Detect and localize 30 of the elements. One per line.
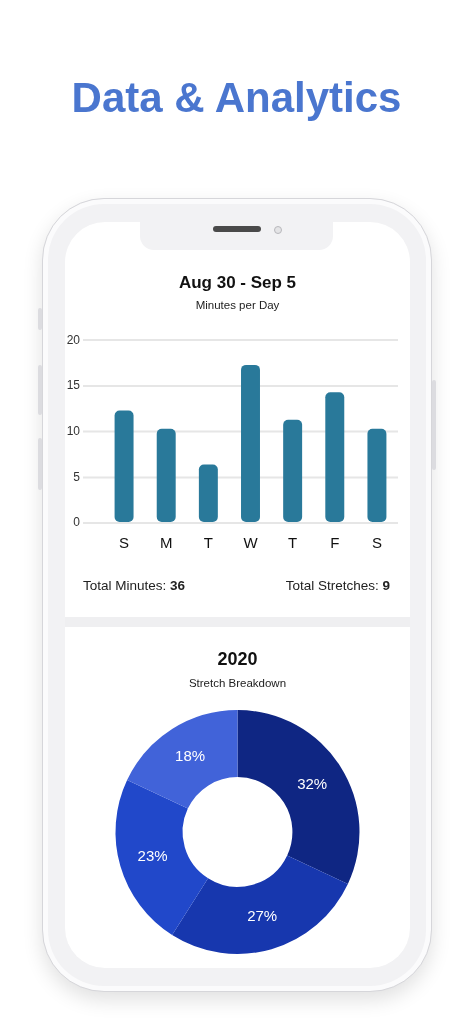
data-label: 27%: [247, 907, 278, 925]
bar: [241, 364, 260, 522]
x-tick-label: S: [371, 534, 382, 552]
data-label: 32%: [297, 774, 328, 792]
y-tick-label: 20: [66, 332, 81, 347]
x-tick-label: T: [288, 534, 298, 552]
x-tick-label: F: [330, 534, 340, 552]
x-tick-label: M: [159, 534, 173, 552]
bar: [325, 392, 345, 522]
chart-subtitle: Minutes per Day: [194, 298, 281, 313]
y-tick-label: 15: [66, 378, 81, 393]
text: Data & Analytics: [70, 73, 403, 123]
chart-subtitle: Stretch Breakdown: [187, 676, 288, 691]
y-tick-label: 0: [73, 515, 81, 530]
y-tick-label: 10: [66, 423, 81, 438]
chart-title: Aug 30 - Sep 5: [177, 272, 298, 294]
x-tick-label: T: [203, 534, 213, 552]
x-tick-label: W: [243, 534, 259, 552]
bar: [283, 419, 303, 522]
chart-title: 2020: [216, 648, 259, 670]
bar: [198, 464, 218, 522]
bar: [114, 410, 134, 522]
data-label: 18%: [175, 747, 206, 765]
text: Total Minutes: 36: [83, 578, 186, 593]
bar: [156, 428, 176, 522]
text: Total Stretches: 9: [285, 578, 390, 593]
x-tick-label: S: [119, 534, 130, 552]
data-label: 23%: [137, 846, 168, 864]
y-tick-label: 5: [73, 469, 81, 484]
bar: [367, 428, 387, 522]
